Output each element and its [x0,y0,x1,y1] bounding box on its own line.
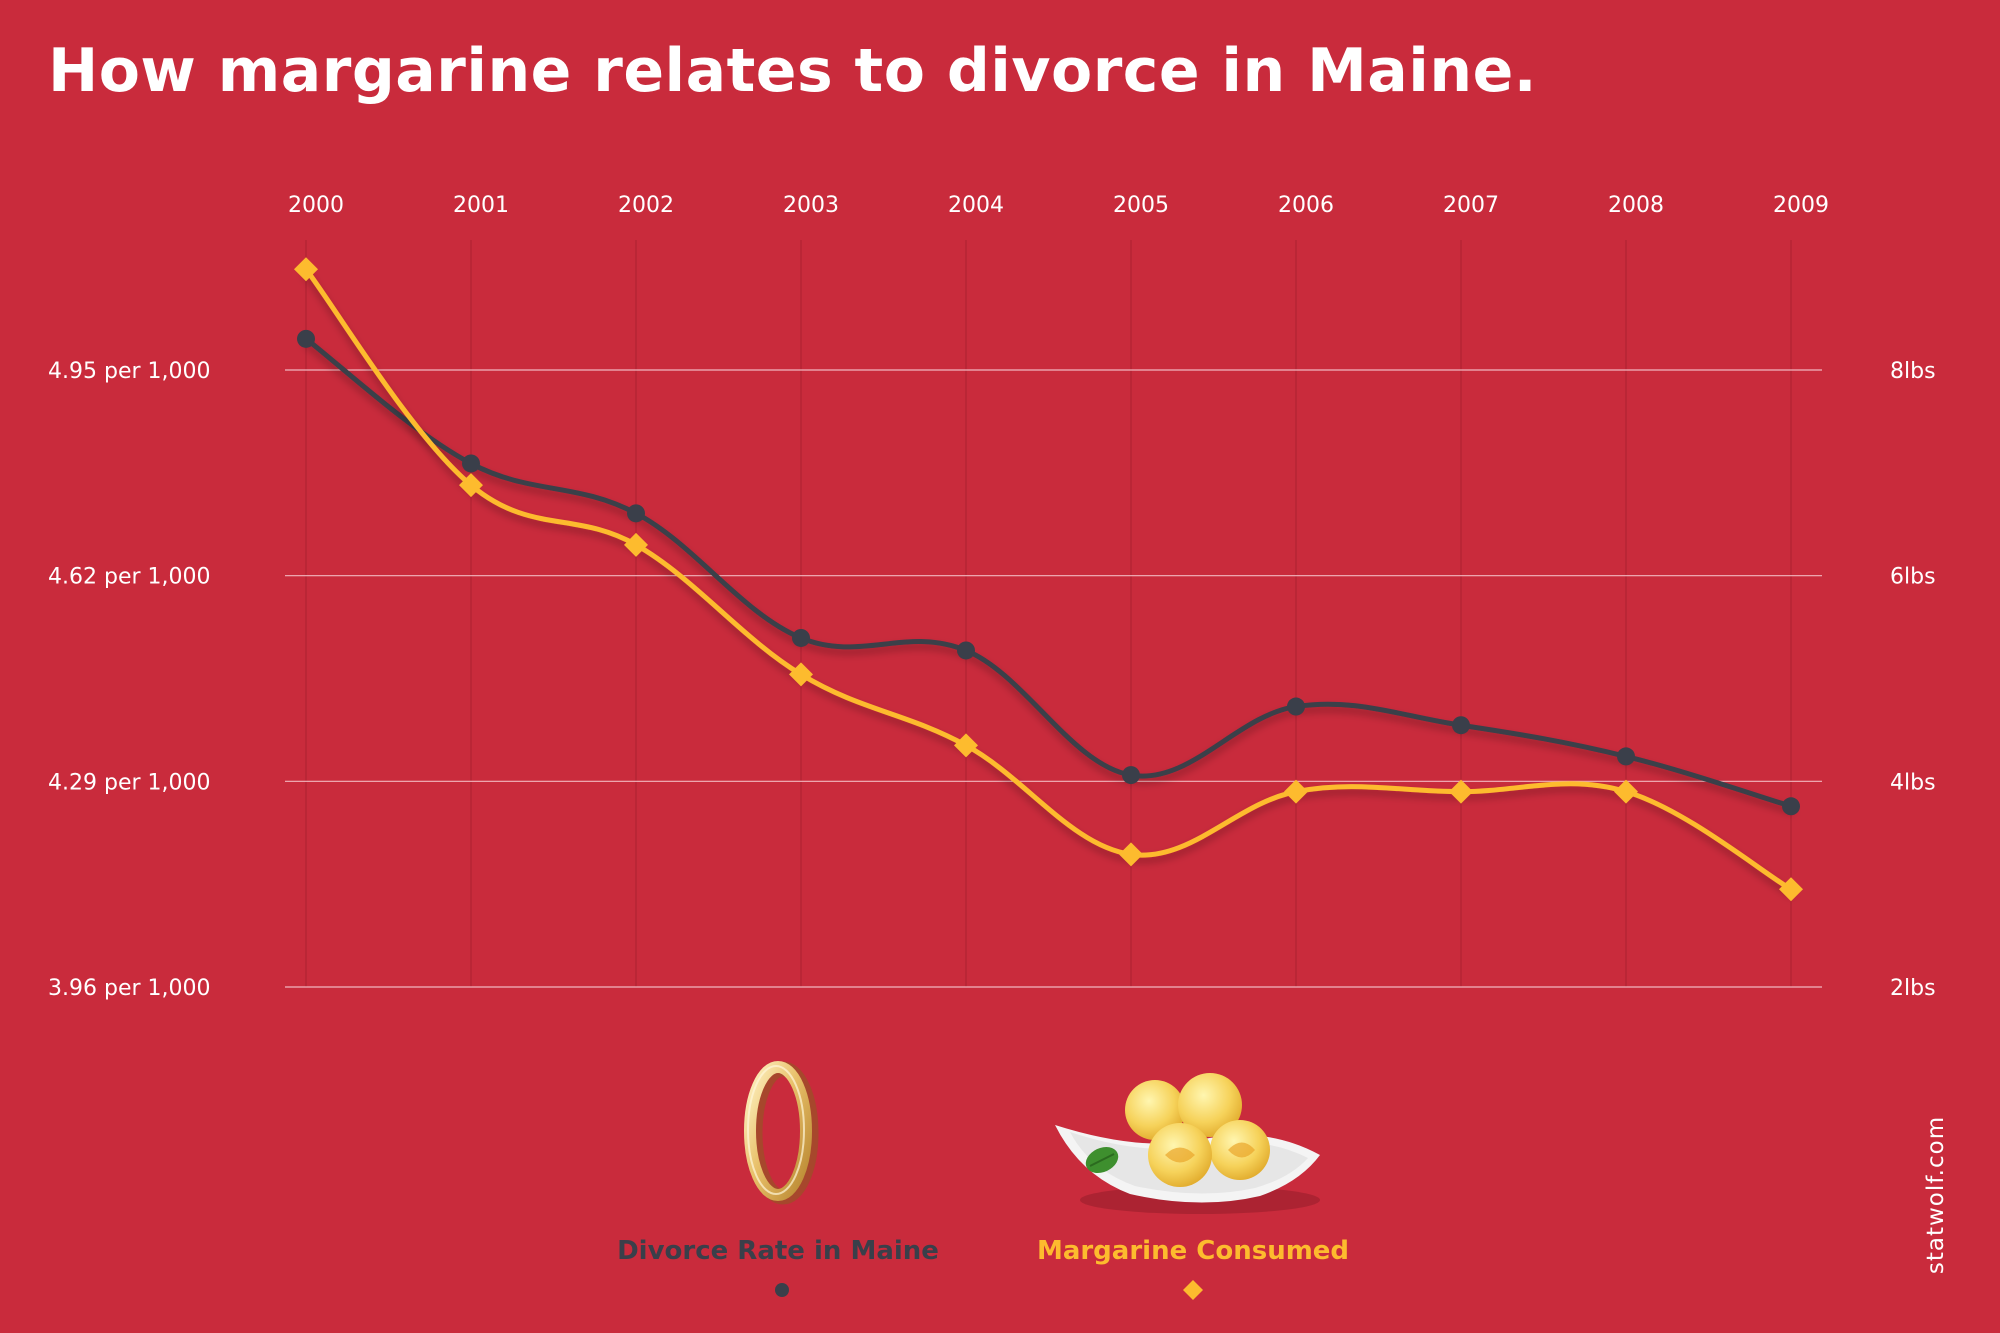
data-point-divorce-rate-in-maine [1617,747,1635,766]
data-point-margarine-consumed [1284,779,1308,804]
x-tick-label: 2002 [618,193,674,218]
right-tick-label: 8lbs [1890,359,1936,384]
right-tick-label: 4lbs [1890,770,1936,795]
x-tick-label: 2004 [948,193,1004,218]
wedding-ring-icon [744,1061,819,1205]
legend-divorce-marker [775,1283,789,1297]
x-tick-label: 2008 [1608,193,1664,218]
data-point-margarine-consumed [459,473,483,498]
data-point-divorce-rate-in-maine [957,641,975,660]
series-line-margarine-consumed [303,266,1794,892]
series-line-divorce-rate-in-maine [303,336,1794,809]
data-point-divorce-rate-in-maine [627,504,645,523]
x-tick-label: 2007 [1443,193,1499,218]
data-point-divorce-rate-in-maine [1782,797,1800,816]
series-markers [294,257,1803,902]
data-point-divorce-rate-in-maine [1122,766,1140,785]
right-tick-label: 6lbs [1890,565,1936,590]
data-point-margarine-consumed [1449,779,1473,804]
gridlines [285,240,1822,988]
legend-margarine-label: Margarine Consumed [1036,1236,1350,1266]
legend-margarine-marker [1183,1280,1203,1300]
chart-title: How margarine relates to divorce in Main… [48,36,1538,106]
x-tick-label: 2005 [1113,193,1169,218]
data-point-margarine-consumed [954,733,978,758]
left-tick-label: 4.62 per 1,000 [48,565,211,590]
x-tick-label: 2009 [1773,193,1829,218]
right-axis: 8lbs 6lbs 4lbs 2lbs [1890,359,1936,1001]
data-point-divorce-rate-in-maine [462,454,480,473]
left-tick-label: 3.96 per 1,000 [48,976,211,1001]
x-axis: 2000 2001 2002 2003 2004 2005 2006 2007 2008 2009 [288,193,1829,218]
watermark: statwolf.com [1923,1115,1949,1275]
x-tick-label: 2006 [1278,193,1334,218]
data-point-divorce-rate-in-maine [1287,697,1305,716]
data-point-margarine-consumed [624,532,648,557]
left-tick-label: 4.29 per 1,000 [48,770,211,795]
series-lines [303,266,1794,892]
x-tick-label: 2000 [288,193,344,218]
x-tick-label: 2001 [453,193,509,218]
data-point-divorce-rate-in-maine [792,628,810,647]
data-point-margarine-consumed [1779,877,1803,902]
data-point-margarine-consumed [294,257,318,282]
x-tick-label: 2003 [783,193,839,218]
left-tick-label: 4.95 per 1,000 [48,359,211,384]
left-axis: 4.95 per 1,000 4.62 per 1,000 4.29 per 1,0… [48,359,211,1001]
butter-dish-icon [1055,1073,1320,1214]
data-point-divorce-rate-in-maine [297,329,315,348]
data-point-margarine-consumed [1614,779,1638,804]
data-point-margarine-consumed [1119,842,1143,867]
data-point-margarine-consumed [789,662,813,687]
legend-divorce-label: Divorce Rate in Maine [617,1236,939,1266]
right-tick-label: 2lbs [1890,976,1936,1001]
data-point-divorce-rate-in-maine [1452,716,1470,735]
